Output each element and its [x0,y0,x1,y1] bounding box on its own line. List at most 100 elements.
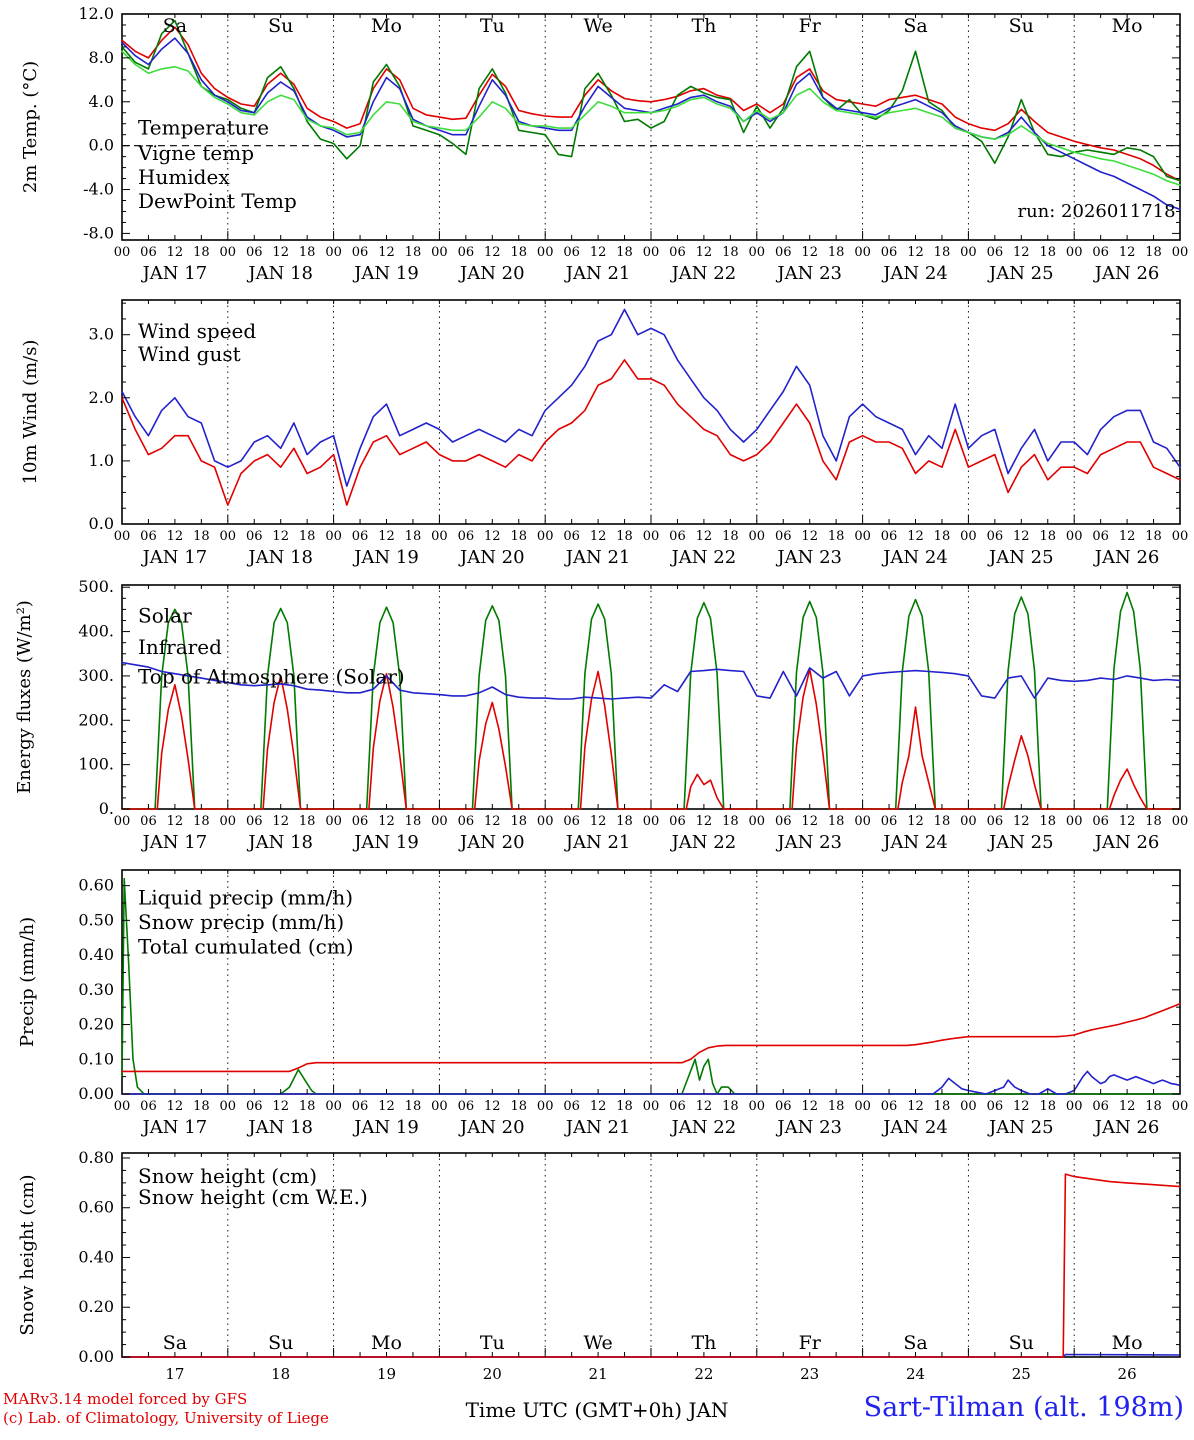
footer-credits: MARv3.14 model forced by GFS (c) Lab. of… [3,1390,329,1428]
footer-lab-line: (c) Lab. of Climatology, University of L… [3,1409,329,1427]
hour-tick-label: 06 [140,814,157,829]
hour-tick-label: 06 [881,1099,898,1114]
hour-tick-label: 12 [272,529,289,544]
legend-snow-height-cm-w-e-: Snow height (cm W.E.) [138,1185,368,1209]
day-number-label: 23 [800,1365,819,1383]
top-day-name: Tu [480,15,505,37]
hour-tick-label: 18 [722,529,739,544]
hour-tick-label: 06 [775,1099,792,1114]
day-date-label: JAN 23 [775,547,842,568]
panel-temperature-chart: 00 06 12 18 00 06 12 18 00 06 12 18 00 06 12 18 00 06 12 18… [20,4,1188,284]
hour-tick-label: 00 [537,814,554,829]
y-axis-title: 10m Wind (m/s) [20,340,41,485]
series-total-cumulated-line [121,1002,1181,1073]
day-date-label: JAN 25 [987,547,1054,568]
hour-tick-label: 06 [458,529,475,544]
hour-tick-label: 12 [696,1099,713,1114]
top-day-name: Sa [163,15,187,37]
hour-tick-label: 00 [854,1099,871,1114]
day-date-label: JAN 26 [1093,547,1160,568]
hour-tick-label: 06 [458,1099,475,1114]
hour-tick-label: 12 [590,1099,607,1114]
day-date-label: JAN 18 [246,263,313,284]
hour-tick-label: 18 [1039,814,1056,829]
y-tick-label: 100. [78,755,114,774]
hour-tick-label: 06 [352,1099,369,1114]
day-number-label: 18 [271,1365,290,1383]
hour-tick-label: 18 [193,529,210,544]
inner-day-name: Su [268,1332,293,1354]
y-tick-label: 200. [78,710,114,729]
hour-tick-label: 18 [405,245,422,260]
day-number-label: 17 [165,1365,184,1383]
day-date-label: JAN 18 [246,547,313,568]
day-date-label: JAN 21 [564,547,631,568]
hour-tick-label: 18 [1039,245,1056,260]
hour-tick-label: 06 [669,814,686,829]
inner-day-name: Fr [799,1332,822,1354]
day-date-label: JAN 23 [775,832,842,853]
hour-tick-label: 12 [378,814,395,829]
y-tick-label: -8.0 [83,223,114,242]
series-snow-precip-line [121,1070,1181,1095]
hour-tick-label: 06 [458,245,475,260]
day-date-label: JAN 17 [141,547,208,568]
y-axis-title: Precip (mm/h) [17,917,38,1047]
hour-tick-label: 06 [563,245,580,260]
inner-day-name: We [583,1332,612,1354]
day-number-label: 24 [906,1365,925,1383]
legend-total-cumulated-cm-: Total cumulated (cm) [138,934,354,958]
series-wind-gust-line [121,308,1181,487]
hour-tick-label: 18 [1145,245,1162,260]
day-number-label: 25 [1012,1365,1031,1383]
hour-tick-label: 12 [167,814,184,829]
hour-tick-label: 00 [1066,814,1083,829]
hour-tick-label: 18 [193,1099,210,1114]
hour-tick-label: 06 [669,529,686,544]
series-temperature-line [121,26,1181,182]
hour-tick-label: 00 [114,245,131,260]
hour-tick-label: 18 [616,245,633,260]
series-vigne-temp-line [121,19,1181,182]
y-axis-title: 2m Temp. (°C) [20,61,41,193]
y-tick-label: 0.50 [78,910,114,929]
y-tick-label: 0.0 [89,136,114,155]
day-date-label: JAN 24 [881,547,948,568]
legend-wind-gust: Wind gust [138,342,241,366]
hour-tick-label: 06 [881,814,898,829]
day-date-label: JAN 17 [141,832,208,853]
inner-day-name: Mo [371,1332,402,1354]
hour-tick-label: 06 [987,245,1004,260]
hour-tick-label: 18 [299,814,316,829]
hour-tick-label: 00 [325,245,342,260]
hour-tick-label: 00 [537,245,554,260]
hour-tick-label: 12 [801,1099,818,1114]
hour-tick-label: 12 [272,1099,289,1114]
hour-tick-label: 12 [696,814,713,829]
hour-tick-label: 18 [1039,1099,1056,1114]
hour-tick-label: 12 [696,245,713,260]
hour-tick-label: 00 [325,529,342,544]
hour-tick-label: 12 [801,529,818,544]
day-date-label: JAN 26 [1093,832,1160,853]
y-axis-title: Snow height (cm) [17,1174,38,1335]
day-date-label: JAN 18 [246,832,313,853]
hour-tick-label: 06 [775,245,792,260]
hour-tick-label: 06 [140,1099,157,1114]
hour-tick-label: 00 [431,245,448,260]
hour-tick-label: 00 [643,1099,660,1114]
series-solar-line [121,668,1181,810]
hour-tick-label: 12 [1119,814,1136,829]
panel-precip-chart: 00 06 12 18 00 06 12 18 00 06 12 18 00 06 12 18 00 06 12 18… [17,869,1188,1138]
hour-tick-label: 18 [934,529,951,544]
hour-tick-label: 06 [987,529,1004,544]
hour-tick-label: 12 [801,814,818,829]
hour-tick-label: 00 [1066,245,1083,260]
hour-tick-label: 06 [458,814,475,829]
day-date-label: JAN 23 [775,263,842,284]
y-tick-label: 0.40 [78,945,114,964]
hour-tick-label: 18 [299,529,316,544]
hour-tick-label: 00 [1172,814,1189,829]
hour-tick-label: 00 [431,529,448,544]
hour-tick-label: 06 [775,529,792,544]
